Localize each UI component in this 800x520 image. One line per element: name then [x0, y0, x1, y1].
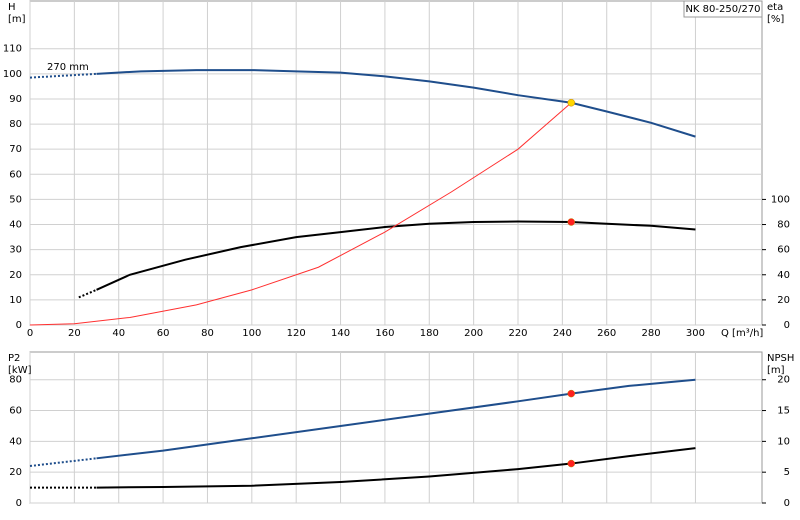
x-tick-label: 200	[464, 328, 483, 339]
curve	[29, 72, 97, 79]
x-tick-label: 260	[597, 328, 616, 339]
y2-tick-label: 100	[771, 194, 790, 205]
y2-tick-label: 0	[784, 498, 790, 509]
y-tick-label: 80	[9, 119, 22, 130]
x-tick-label: 180	[420, 328, 439, 339]
duty-point	[567, 459, 575, 468]
plot-area	[29, 351, 763, 504]
y2-axis-label: eta	[767, 2, 783, 13]
y-tick-label: 10	[9, 295, 22, 306]
y-tick-label: 40	[9, 220, 22, 231]
y-tick-label: 20	[9, 270, 22, 281]
title-box	[683, 0, 763, 18]
x-tick-label: 100	[242, 328, 261, 339]
y-axis-unit: [kW]	[8, 365, 32, 376]
curve	[96, 69, 696, 138]
curve-annotation: 270 mm	[47, 62, 89, 73]
y-tick-label: 80	[9, 375, 22, 386]
y-tick-label: 30	[9, 245, 22, 256]
y2-tick-label: 0	[784, 320, 790, 331]
x-axis-label: Q [m³/h]	[721, 328, 763, 339]
y-tick-label: 0	[16, 320, 22, 331]
y-tick-label: 20	[9, 467, 22, 478]
y-tick-label: 60	[9, 406, 22, 417]
y2-tick-label: 80	[777, 220, 790, 231]
x-tick-label: 40	[112, 328, 125, 339]
y-tick-label: 90	[9, 94, 22, 105]
y-tick-label: 110	[3, 44, 22, 55]
duty-point	[567, 218, 575, 226]
y2-tick-label: 60	[777, 245, 790, 256]
chart-title: NK 80-250/270	[685, 4, 760, 15]
y2-tick-label: 20	[777, 295, 790, 306]
x-tick-label: 20	[68, 328, 81, 339]
x-tick-label: 80	[201, 328, 214, 339]
y-tick-label: 60	[9, 169, 22, 180]
x-tick-label: 300	[686, 328, 705, 339]
y-axis-label: P2	[8, 353, 20, 364]
x-tick-label: 140	[331, 328, 350, 339]
x-tick-label: 240	[553, 328, 572, 339]
y2-axis-unit: [%]	[767, 14, 784, 25]
duty-point	[567, 98, 575, 107]
x-tick-label: 60	[157, 328, 170, 339]
y2-tick-label: 5	[784, 467, 790, 478]
x-tick-label: 0	[27, 328, 33, 339]
plot-area	[29, 0, 763, 326]
curve	[96, 220, 696, 291]
curve	[29, 102, 572, 326]
curve	[96, 447, 696, 489]
x-tick-label: 120	[287, 328, 306, 339]
x-tick-label: 220	[508, 328, 527, 339]
y-axis-unit: [m]	[8, 14, 26, 25]
y-tick-label: 50	[9, 194, 22, 205]
y-axis-label: H	[8, 2, 16, 13]
x-tick-label: 280	[642, 328, 661, 339]
duty-point	[567, 389, 575, 398]
y2-axis-unit: [m]	[767, 365, 785, 376]
y-tick-label: 100	[3, 69, 22, 80]
y2-tick-label: 40	[777, 270, 790, 281]
curve	[29, 457, 97, 468]
y2-tick-label: 20	[777, 375, 790, 386]
y2-tick-label: 10	[777, 436, 790, 447]
y2-axis-label: NPSH	[767, 353, 794, 364]
y-tick-label: 40	[9, 436, 22, 447]
y-tick-label: 70	[9, 144, 22, 155]
curve	[96, 378, 696, 460]
y2-tick-label: 15	[777, 406, 790, 417]
curve	[78, 288, 97, 299]
x-tick-label: 160	[375, 328, 394, 339]
y-tick-label: 0	[16, 498, 22, 509]
